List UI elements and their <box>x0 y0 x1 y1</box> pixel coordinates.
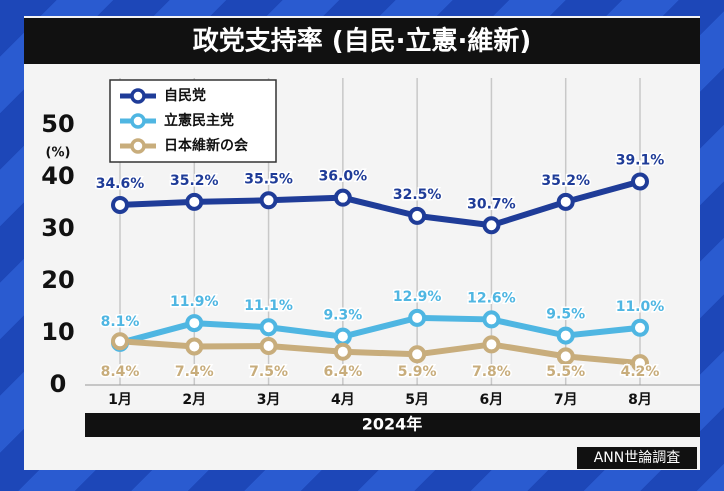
y-tick-label: 50 <box>41 110 74 138</box>
point <box>482 335 501 354</box>
point <box>333 327 352 346</box>
x-tick-label: 6月 <box>480 392 504 408</box>
data-label: 9.3% <box>323 308 362 324</box>
x-tick-label: 4月 <box>331 392 355 408</box>
data-label: 32.5% <box>393 187 442 203</box>
legend-label: 自民党 <box>164 87 206 104</box>
x-tick-label: 3月 <box>257 392 281 408</box>
data-label: 7.5% <box>249 364 288 380</box>
data-label: 11.0% <box>616 299 665 315</box>
data-label: 6.4% <box>323 364 362 380</box>
legend-marker <box>130 88 146 104</box>
data-label: 34.6% <box>96 176 145 192</box>
y-tick-label: 30 <box>41 214 74 242</box>
point <box>259 336 278 355</box>
data-label: 11.9% <box>170 294 219 310</box>
point <box>408 345 427 364</box>
point <box>111 332 129 351</box>
point <box>408 206 427 225</box>
point <box>333 342 352 361</box>
point <box>631 318 649 337</box>
data-label: 8.4% <box>101 364 140 380</box>
point <box>408 308 427 327</box>
series-line <box>119 314 641 346</box>
x-tick-label: 5月 <box>405 392 429 408</box>
point <box>185 314 204 333</box>
point <box>333 188 352 207</box>
data-label: 4.2% <box>621 364 660 380</box>
point <box>259 318 278 337</box>
point <box>185 192 204 211</box>
legend-marker <box>130 113 146 129</box>
point <box>631 172 649 191</box>
legend-marker <box>130 138 146 154</box>
x-tick-label: 7月 <box>554 392 578 408</box>
point <box>259 191 278 210</box>
data-label: 7.4% <box>175 364 214 380</box>
data-label: 8.1% <box>101 314 140 330</box>
series-line <box>119 338 641 367</box>
series-line <box>119 178 641 229</box>
data-label: 7.8% <box>472 364 511 380</box>
x-tick-label: 8月 <box>628 392 652 408</box>
x-label-bar <box>85 413 700 437</box>
y-tick-label: 0 <box>50 370 67 398</box>
data-label: 5.9% <box>398 364 437 380</box>
y-tick-label: 10 <box>41 318 74 346</box>
data-label: 35.2% <box>170 173 219 189</box>
data-label: 30.7% <box>467 196 516 212</box>
point <box>482 310 501 329</box>
data-label: 11.1% <box>244 298 293 314</box>
point <box>111 195 129 214</box>
data-label: 35.2% <box>541 173 590 189</box>
data-label: 5.5% <box>546 364 585 380</box>
point <box>482 216 501 235</box>
point <box>556 326 575 345</box>
source-box <box>577 447 697 469</box>
point <box>556 347 575 366</box>
title-bar <box>24 18 700 64</box>
data-label: 36.0% <box>319 169 368 185</box>
data-label: 9.5% <box>546 307 585 323</box>
chart-title: 政党支持率 (自民·立憲·維新) <box>193 26 532 57</box>
point <box>556 192 575 211</box>
data-label: 39.1% <box>616 153 665 169</box>
data-label: 12.9% <box>393 289 442 305</box>
data-label: 35.5% <box>244 171 293 187</box>
x-tick-label: 2月 <box>182 392 206 408</box>
x-axis-label: 2024年 <box>362 415 423 434</box>
point <box>185 337 204 356</box>
y-tick-label: 20 <box>41 266 74 294</box>
legend-label: 立憲民主党 <box>164 112 234 129</box>
x-tick-label: 1月 <box>108 392 132 408</box>
y-axis-label: (%) <box>46 146 71 161</box>
source: ANN世論調査 <box>594 450 681 466</box>
data-label: 12.6% <box>467 290 516 306</box>
legend-label: 日本維新の会 <box>164 137 249 154</box>
point <box>631 354 649 373</box>
y-tick-label: 40 <box>41 162 74 190</box>
